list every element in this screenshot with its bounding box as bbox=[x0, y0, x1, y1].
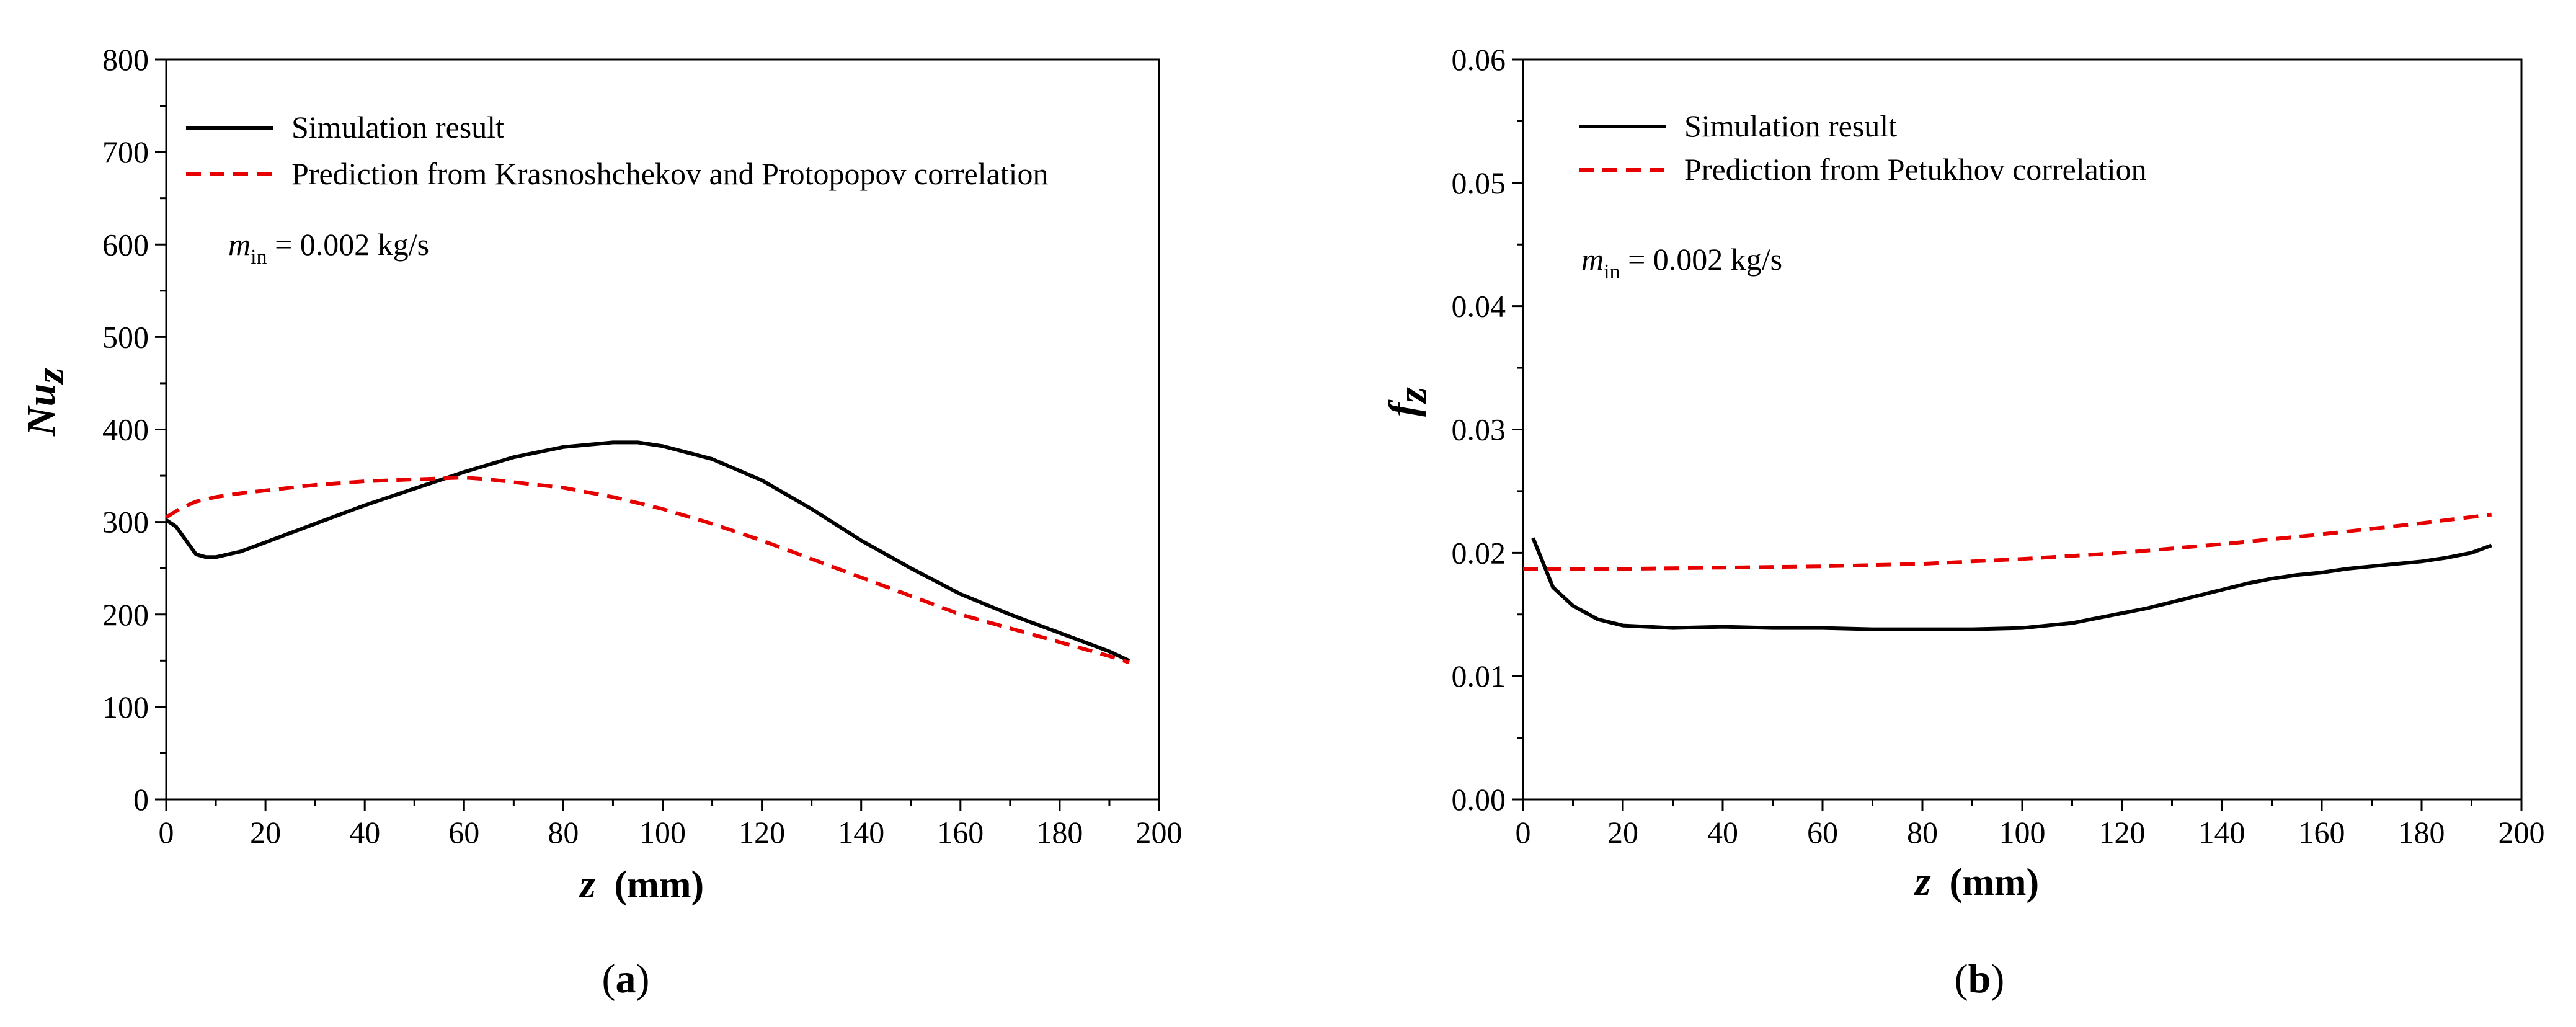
y-tick-label: 500 bbox=[102, 319, 149, 354]
panel-b: 0 20 40 60 80 100 120 140 160 180 200 0.00 0.01 0.02 0… bbox=[1381, 42, 2545, 1002]
annotation-a: min = 0.002 kg/s bbox=[228, 227, 429, 269]
x-tick-label: 80 bbox=[1907, 815, 1938, 850]
x-tick-label: 160 bbox=[937, 815, 984, 850]
x-tick-label: 200 bbox=[1136, 815, 1183, 850]
x-tick-label: 60 bbox=[1807, 815, 1838, 850]
y-axis-sub-a: z bbox=[27, 368, 73, 385]
x-axis-title-a: z (mm) bbox=[579, 861, 704, 907]
x-tick-label: 60 bbox=[448, 815, 479, 850]
x-tick-label: 140 bbox=[838, 815, 884, 850]
panel-label-a: (a) bbox=[602, 956, 650, 1002]
y-tick-label: 0.05 bbox=[1452, 166, 1506, 200]
x-tick-label: 180 bbox=[1036, 815, 1083, 850]
y-tick-label: 200 bbox=[102, 597, 149, 632]
y-tick-label: 0.03 bbox=[1452, 412, 1506, 447]
y-tick-label: 0.02 bbox=[1452, 535, 1506, 570]
ticks-layer-b: 0 20 40 60 80 100 120 140 160 180 200 0.00 0.01 0.02 0… bbox=[1452, 42, 2545, 850]
legend-label-prediction: Prediction from Petukhov correlation bbox=[1684, 152, 2147, 187]
legend-a: Simulation result Prediction from Krasno… bbox=[186, 110, 1049, 191]
x-tick-label: 0 bbox=[159, 815, 174, 850]
y-tick-label: 0.04 bbox=[1452, 289, 1506, 324]
y-tick-label: 0.01 bbox=[1452, 659, 1506, 693]
annotation-sub-b: in bbox=[1604, 260, 1620, 283]
x-axis-unit-b: (mm) bbox=[1950, 861, 2040, 904]
y-axis-title-a: Nuz bbox=[19, 368, 73, 437]
y-tick-label: 0.00 bbox=[1452, 782, 1506, 817]
legend-label-simulation: Simulation result bbox=[291, 110, 504, 144]
x-tick-label: 40 bbox=[349, 815, 380, 850]
annotation-text-b: = 0.002 kg/s bbox=[1620, 242, 1783, 277]
x-axis-unit-a: (mm) bbox=[615, 864, 704, 906]
x-axis-var-b: z bbox=[1914, 859, 1931, 904]
series-prediction-b bbox=[1523, 512, 2492, 571]
y-tick-label: 0 bbox=[133, 782, 149, 817]
y-tick-label: 600 bbox=[102, 227, 149, 262]
series-simulation-b bbox=[1531, 537, 2492, 631]
y-axis-sub-b: z bbox=[1390, 387, 1435, 404]
x-tick-label: 100 bbox=[1999, 815, 2046, 850]
legend-label-prediction: Prediction from Krasnoshchekov and Proto… bbox=[291, 156, 1049, 191]
y-tick-label: 0.06 bbox=[1452, 42, 1506, 77]
x-tick-label: 120 bbox=[2099, 815, 2146, 850]
series-layer-b bbox=[1523, 512, 2492, 631]
x-axis-var-a: z bbox=[579, 861, 596, 907]
x-tick-label: 80 bbox=[548, 815, 579, 850]
annotation-b: min = 0.002 kg/s bbox=[1581, 242, 1782, 283]
legend-label-simulation: Simulation result bbox=[1684, 109, 1897, 143]
annotation-sub-a: in bbox=[251, 246, 267, 269]
x-tick-label: 20 bbox=[250, 815, 281, 850]
y-tick-label: 300 bbox=[102, 505, 149, 540]
y-tick-label: 800 bbox=[102, 42, 149, 77]
x-tick-label: 160 bbox=[2299, 815, 2345, 850]
annotation-var-b: m bbox=[1581, 242, 1604, 277]
x-tick-label: 20 bbox=[1607, 815, 1638, 850]
legend-b: Simulation result Prediction from Petukh… bbox=[1579, 109, 2147, 187]
series-prediction-a bbox=[165, 476, 1130, 665]
series-layer-a bbox=[165, 440, 1130, 665]
y-tick-label: 700 bbox=[102, 135, 149, 169]
x-tick-label: 0 bbox=[1516, 815, 1531, 850]
ticks-layer-a: 0 20 40 60 80 100 120 140 160 180 200 0 100 200 300 400… bbox=[102, 42, 1183, 850]
annotation-var-a: m bbox=[228, 227, 251, 262]
x-tick-label: 40 bbox=[1707, 815, 1738, 850]
panel-a: 0 20 40 60 80 100 120 140 160 180 200 0 100 200 300 400… bbox=[19, 42, 1183, 1002]
x-tick-label: 180 bbox=[2399, 815, 2445, 850]
x-tick-label: 200 bbox=[2498, 815, 2545, 850]
annotation-text-a: = 0.002 kg/s bbox=[267, 227, 430, 262]
x-axis-title-b: z (mm) bbox=[1914, 859, 2039, 904]
y-axis-var-a: Nu bbox=[19, 384, 64, 437]
y-tick-label: 400 bbox=[102, 412, 149, 447]
x-tick-label: 140 bbox=[2199, 815, 2245, 850]
panel-label-b: (b) bbox=[1955, 956, 2005, 1002]
y-tick-label: 100 bbox=[102, 690, 149, 724]
x-tick-label: 100 bbox=[639, 815, 686, 850]
series-simulation-a bbox=[165, 440, 1130, 663]
x-tick-label: 120 bbox=[739, 815, 785, 850]
y-axis-title-b: fz bbox=[1381, 387, 1435, 417]
